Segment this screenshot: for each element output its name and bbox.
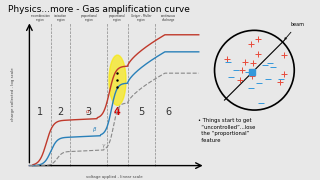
- Text: 2: 2: [58, 107, 64, 117]
- Text: 5: 5: [138, 107, 144, 117]
- Text: Geiger - Muller
region: Geiger - Muller region: [131, 14, 151, 22]
- Text: voltage applied - linear scale: voltage applied - linear scale: [86, 175, 142, 179]
- Text: Physics...more - Gas amplification curve: Physics...more - Gas amplification curve: [8, 5, 190, 14]
- Text: $\gamma$: $\gamma$: [100, 142, 106, 150]
- Text: proportional
region: proportional region: [80, 14, 97, 22]
- Text: limited
proportional
region: limited proportional region: [109, 9, 126, 22]
- Text: 6: 6: [165, 107, 171, 117]
- Text: 4: 4: [114, 107, 121, 117]
- Text: ionisation
region: ionisation region: [54, 14, 67, 22]
- Text: charge collected - log scale: charge collected - log scale: [11, 68, 15, 121]
- Text: continuous
discharge: continuous discharge: [161, 14, 176, 22]
- Text: • Things start to get
  “uncontrolled”...lose
  the “proportional”
  feature: • Things start to get “uncontrolled”...l…: [198, 118, 255, 143]
- Text: 1: 1: [37, 107, 44, 117]
- Text: $\alpha$: $\alpha$: [85, 108, 91, 115]
- Text: $\beta$: $\beta$: [92, 125, 97, 134]
- Text: recombination
region: recombination region: [30, 14, 50, 22]
- Ellipse shape: [109, 55, 126, 105]
- Text: 3: 3: [86, 107, 92, 117]
- Text: beam: beam: [285, 22, 304, 39]
